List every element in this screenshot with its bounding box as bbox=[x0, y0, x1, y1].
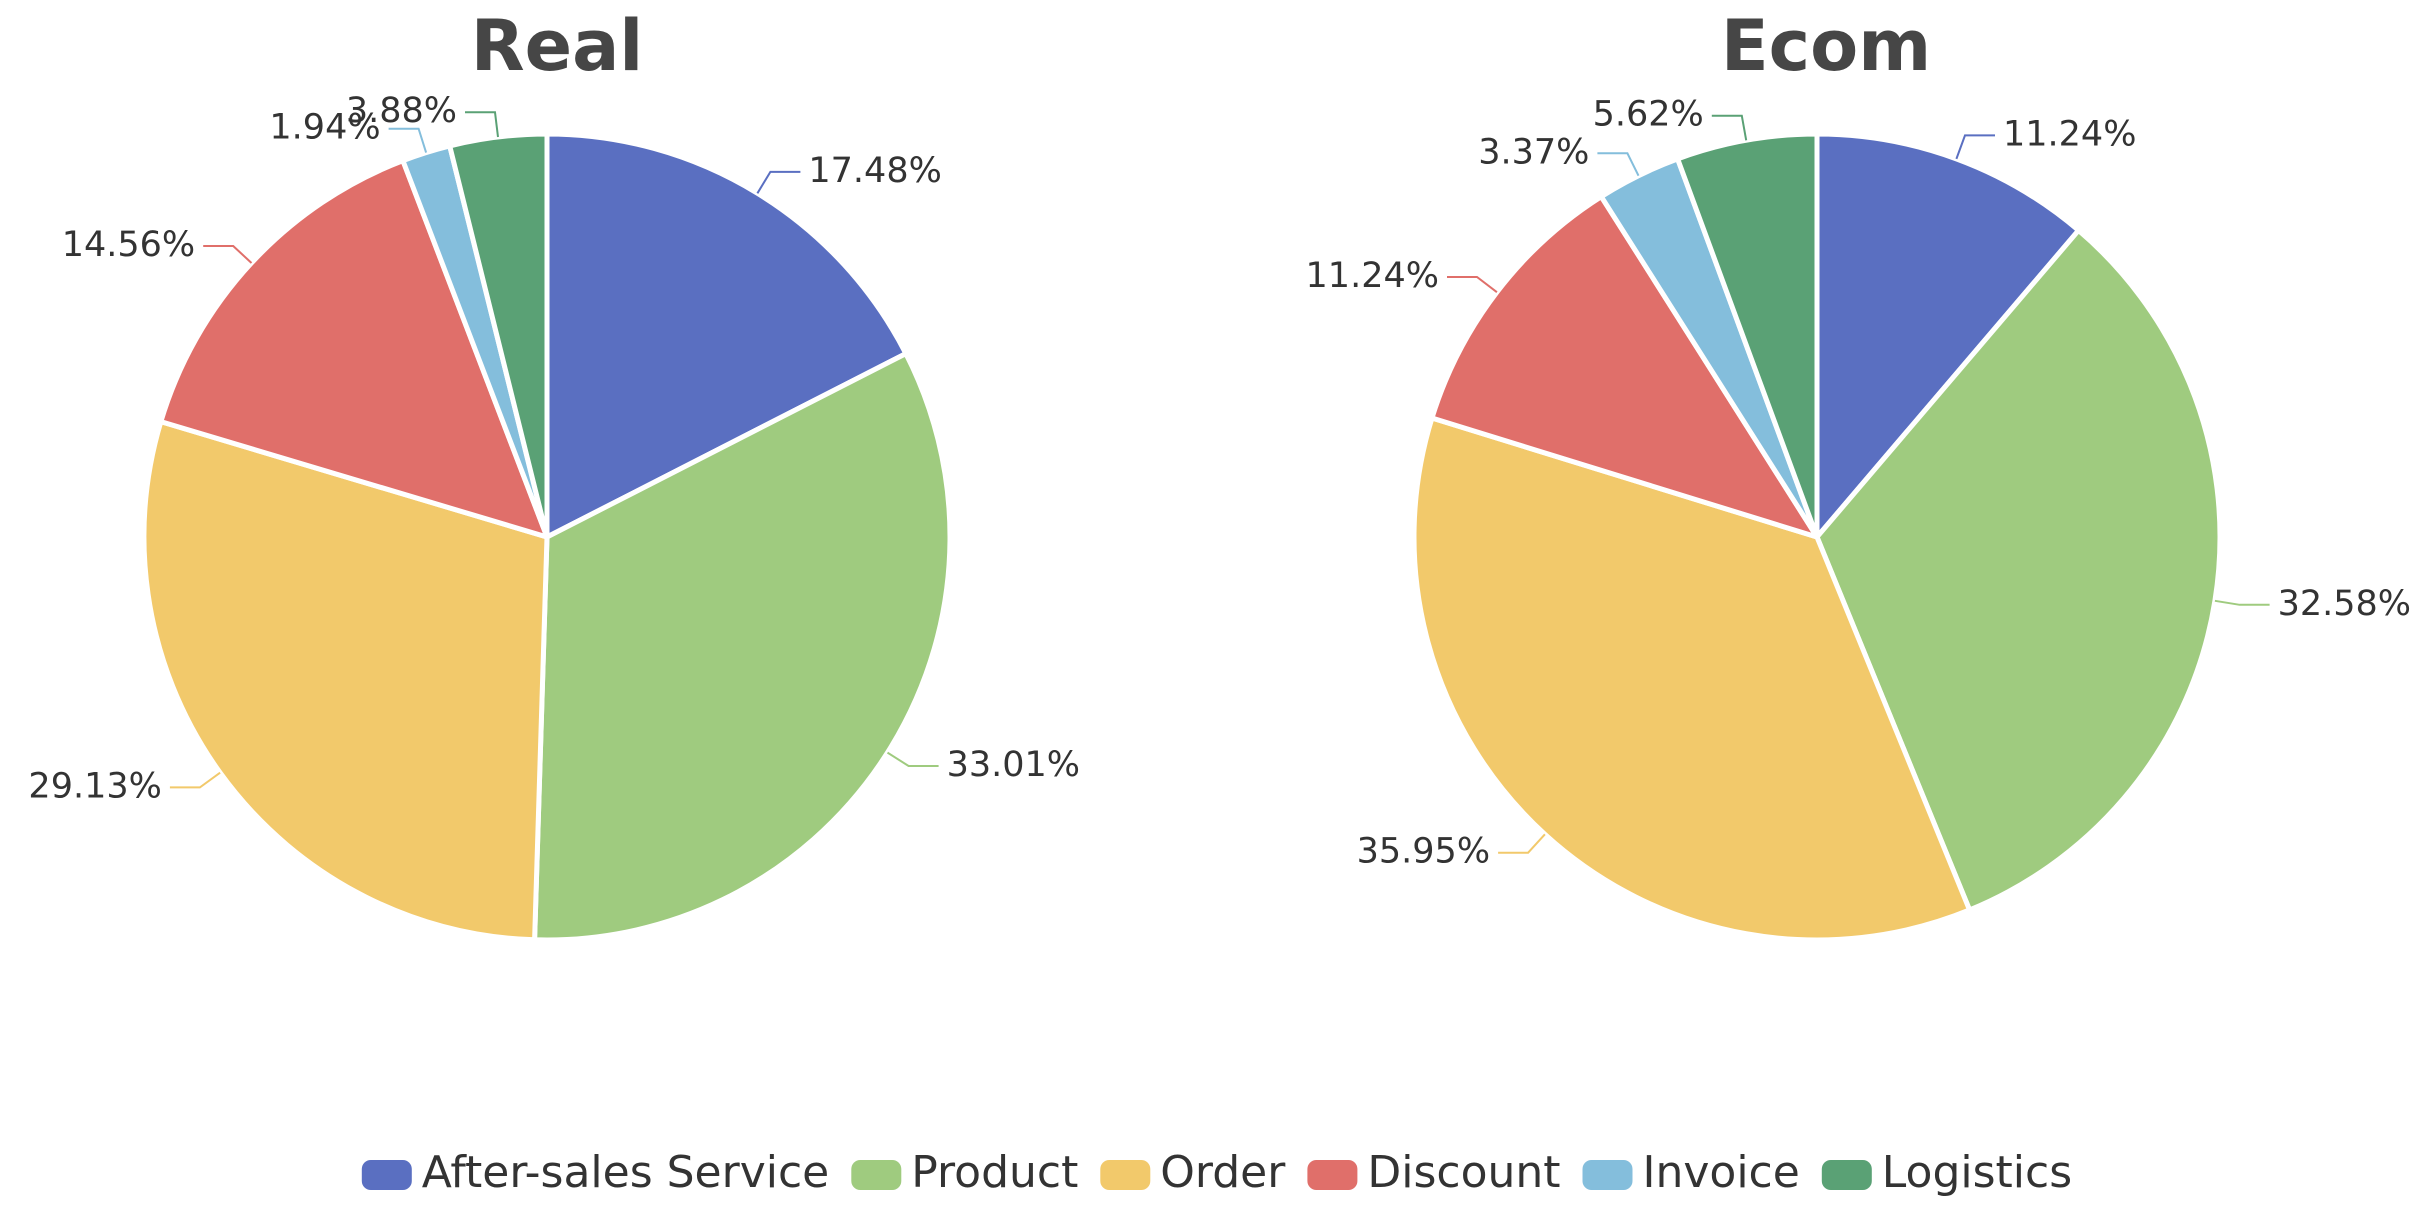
slice-label-real-discount: 14.56% bbox=[62, 225, 195, 265]
pie-slice-real-order bbox=[141, 419, 550, 943]
legend-label-product: Product bbox=[911, 1147, 1078, 1198]
legend-item-logistics[interactable]: Logistics bbox=[1821, 1147, 2072, 1198]
leader-line-real-after-sales-service bbox=[756, 170, 801, 194]
leader-line-real-logistics bbox=[465, 111, 499, 138]
legend: After-sales Service Product Order Discount I… bbox=[361, 1147, 2072, 1198]
slice-label-real-product: 33.01% bbox=[947, 745, 1080, 785]
leader-line-real-invoice bbox=[388, 127, 428, 153]
slice-label-real-after-sales-service: 17.48% bbox=[808, 151, 941, 191]
legend-label-invoice: Invoice bbox=[1643, 1147, 1800, 1198]
legend-label-discount: Discount bbox=[1367, 1147, 1560, 1198]
legend-swatch-product bbox=[851, 1160, 902, 1190]
pie-title-real: Real bbox=[471, 5, 644, 87]
leader-line-real-product bbox=[886, 751, 939, 767]
leader-line-ecom-invoice bbox=[1597, 152, 1640, 177]
pie-ecom: Ecom 11.24% 32.58% 35.95% 11.24% 3.37%5.62% bbox=[1306, 5, 2411, 943]
slice-label-ecom-product: 32.58% bbox=[2278, 584, 2411, 624]
legend-swatch-logistics bbox=[1821, 1160, 1872, 1190]
leader-line-ecom-after-sales-service bbox=[1955, 134, 1995, 160]
legend-label-after-sales-service: After-sales Service bbox=[422, 1147, 829, 1198]
legend-swatch-invoice bbox=[1582, 1160, 1633, 1190]
leader-line-ecom-discount bbox=[1447, 276, 1498, 293]
legend-item-after-sales-service[interactable]: After-sales Service bbox=[361, 1147, 829, 1198]
pie-slice-ecom-logistics bbox=[1675, 131, 1820, 540]
legend-item-product[interactable]: Product bbox=[851, 1147, 1078, 1198]
pie-slice-real-discount bbox=[158, 158, 550, 540]
legend-label-order: Order bbox=[1160, 1147, 1286, 1198]
slice-label-real-order: 29.13% bbox=[28, 766, 161, 806]
legend-swatch-discount bbox=[1307, 1160, 1358, 1190]
legend-item-invoice[interactable]: Invoice bbox=[1582, 1147, 1800, 1198]
pie-slice-ecom-order bbox=[1411, 415, 1973, 943]
pie-slice-real-after-sales-service bbox=[544, 131, 909, 540]
slice-label-ecom-invoice: 3.37% bbox=[1478, 132, 1589, 172]
leader-line-ecom-product bbox=[2214, 599, 2270, 606]
legend-item-discount[interactable]: Discount bbox=[1307, 1147, 1561, 1198]
slice-label-ecom-discount: 11.24% bbox=[1306, 256, 1439, 296]
legend-label-logistics: Logistics bbox=[1882, 1147, 2072, 1198]
slice-label-ecom-logistics: 5.62% bbox=[1593, 95, 1704, 135]
legend-item-order[interactable]: Order bbox=[1100, 1147, 1286, 1198]
slice-label-ecom-after-sales-service: 11.24% bbox=[2003, 114, 2136, 154]
leader-line-real-order bbox=[169, 771, 221, 789]
leader-line-ecom-logistics bbox=[1711, 114, 1748, 141]
slice-label-ecom-order: 35.95% bbox=[1357, 832, 1490, 872]
slice-label-real-logistics: 3.88% bbox=[346, 91, 457, 131]
legend-swatch-order bbox=[1100, 1160, 1151, 1190]
leader-line-ecom-order bbox=[1498, 833, 1546, 854]
leader-line-real-discount bbox=[203, 245, 253, 264]
pie-slice-real-product bbox=[532, 351, 953, 943]
pie-real: Real 17.48% 33.01% 29.13% 14.56% 1.94%3.88% bbox=[28, 5, 1080, 943]
legend-swatch-after-sales-service bbox=[361, 1160, 412, 1190]
pie-title-ecom: Ecom bbox=[1721, 5, 1931, 87]
slice-label-real-invoice: 1.94% bbox=[269, 108, 380, 148]
